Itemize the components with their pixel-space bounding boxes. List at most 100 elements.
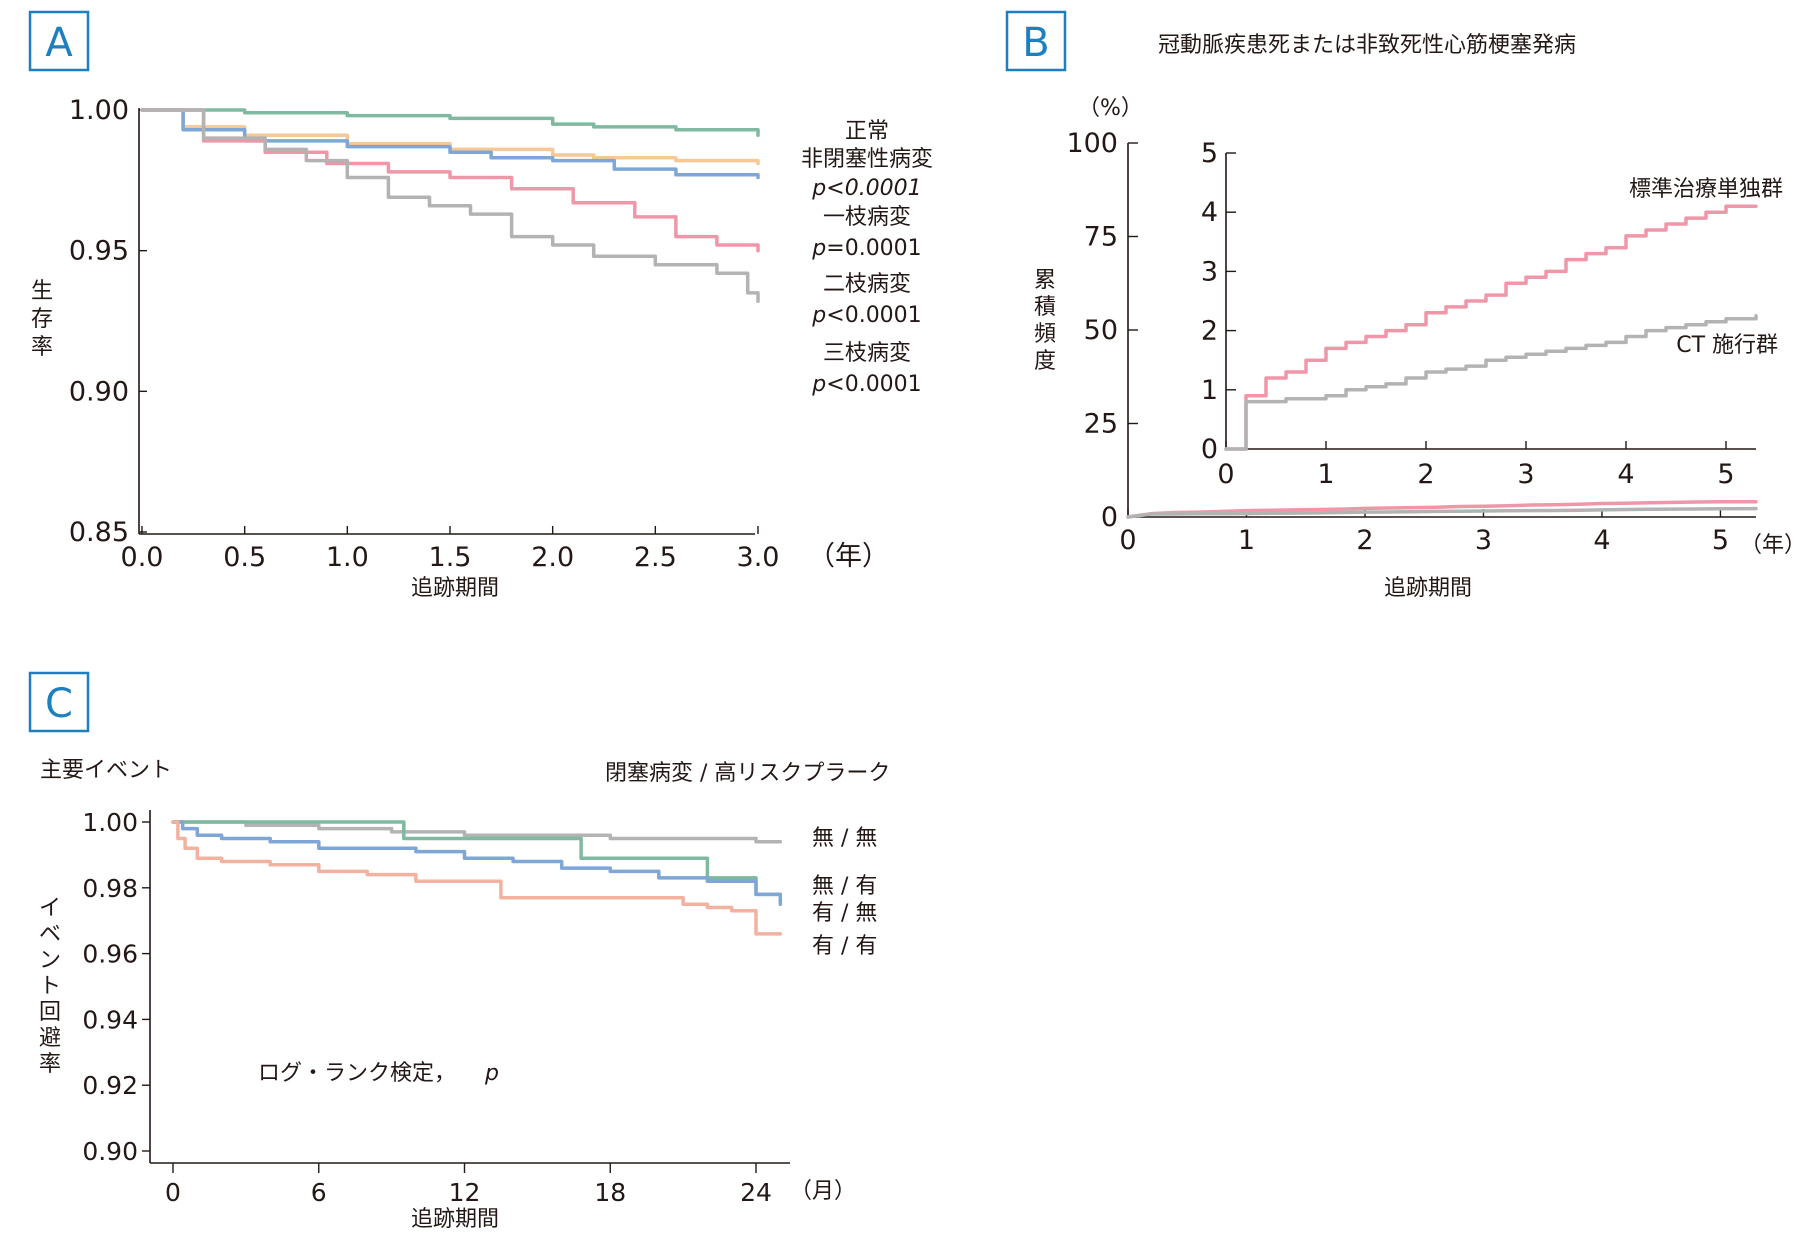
panel-a-group-4: 三枝病変 [823,341,911,366]
panel-c-ylabel-char: ト [39,974,61,999]
panel-a-group-2: 一枝病変 [823,205,911,230]
panel-c-x-unit: （月） [790,1179,856,1204]
panel-c-ylabel-char: 避 [39,1026,61,1051]
panel-c-letter: C [45,681,73,727]
panel-b-x-tick-label: 4 [1593,525,1610,556]
p-rest: =0.0001 [826,236,921,261]
panel-b-y-tick-label: 0 [1101,502,1118,533]
panel-c-y-tick-label: 1.00 [82,808,138,837]
panel-a-x-tick-label: 0.5 [223,542,266,573]
panel-b-xlabel: 追跡期間 [1384,576,1472,601]
panel-b: B 冠動脈疾患死または非致死性心筋梗塞発病 （%） 0 1 2 3 4 502550751… [1005,10,1801,601]
panel-c-title: 主要イベント [40,758,172,783]
panel-c-y-tick-label: 0.98 [82,874,138,903]
p-rest: <0.0001 [826,303,921,328]
panel-a-x-unit: （年） [808,541,889,572]
panel-a-badge [28,10,90,72]
panel-c-ylabel-char: ン [39,948,61,973]
panel-b-inset-y-tick-label: 0 [1201,434,1218,465]
panel-a-stat-1: p<0.0001 [811,176,921,201]
panel-b-badge [1005,10,1067,72]
panel-b-main-line-1 [1126,506,1758,519]
panel-c-y-tick-label: 0.96 [82,940,138,969]
panel-c-x-tick-label: 6 [311,1178,327,1207]
p-letter: p [484,1061,499,1086]
panel-b-x-unit: （年） [1740,533,1801,558]
panel-a-x-tick-label: 2.0 [531,542,574,573]
panel-b-inset-x-tick-label: 0 [1217,459,1234,490]
panel-b-y-unit: （%） [1078,96,1143,121]
panel-c-legend-title: 閉塞病変 / 高リスクプラーク [605,761,890,786]
panel-b-inset: 0 1 2 3 4 5 0 1 2 3 4 5 標準治療単独群 CT 施行群 [1201,138,1783,490]
panel-b-main-line-0 [1126,499,1758,519]
p-letter: p [811,303,826,328]
panel-c-x-tick-label: 18 [594,1178,626,1207]
panel-a-ylabel-char: 率 [31,335,53,360]
p-rest: <0.0001 [826,372,921,397]
panel-b-x-tick-label: 5 [1712,525,1729,556]
panel-a-series-line-0 [140,108,760,138]
panel-b-inset-x-tick-label: 5 [1717,459,1734,490]
panel-a-xlabel: 追跡期間 [411,576,499,601]
panel-a-stat-4: p<0.0001 [811,372,921,397]
panel-a-y-tick-label: 0.85 [69,517,129,548]
panel-b-inset-y-tick-label: 1 [1201,375,1218,406]
panel-c-legend-2: 有 / 無 [812,901,877,926]
panel-a-group-1: 非閉塞性病変 [801,147,933,172]
panel-c-legend-3: 有 / 有 [812,934,877,959]
panel-c-series-line-2 [171,820,783,907]
panel-a-x-tick-label: 2.5 [634,542,677,573]
panel-c-y-tick-label: 0.94 [82,1005,138,1034]
panel-b-x-tick-label: 3 [1475,525,1492,556]
panel-c: C 主要イベント 閉塞病変 / 高リスクプラーク 0 6 12 18 24 0.90 0.9… [28,671,890,1232]
panel-c-series-line-3 [171,820,783,936]
panel-b-inset-ticks: 0 1 2 3 4 5 0 1 2 3 4 5 [1201,138,1735,490]
panel-a-series [140,108,760,304]
p-letter: p [811,372,826,397]
p-letter: p [811,236,826,261]
panel-b-inset-line-1 [1224,314,1758,451]
panel-b-legend-standard: 標準治療単独群 [1629,177,1783,202]
panel-b-inset-x-tick-label: 1 [1317,459,1334,490]
panel-b-letter: B [1022,20,1049,66]
panel-c-ylabel-char: イ [39,896,61,921]
panel-b-inset-y-tick-label: 4 [1201,197,1218,228]
panel-a-group-0: 正常 [845,119,889,144]
panel-b-y-tick-label: 75 [1084,222,1118,253]
panel-c-ticks: 0 6 12 18 24 0.90 0.92 0.94 0.96 0.98 1.00 [82,808,772,1207]
panel-a-y-tick-label: 0.95 [69,236,129,267]
panel-a: A 0.0 0.5 1.0 1.5 2.0 2.5 3.00.850.900.951.00 … [28,10,933,601]
panel-a-series-line-4 [140,108,760,304]
panel-a-x-tick-label: 1.0 [326,542,369,573]
panel-b-ylabel-char: 度 [1034,349,1056,374]
panel-b-ylabel-char: 累 [1034,268,1056,293]
panel-b-inset-y-tick-label: 2 [1201,316,1218,347]
panel-a-x-tick-label: 1.5 [429,542,472,573]
panel-a-y-tick-label: 0.90 [69,376,129,407]
panel-c-legend-0: 無 / 無 [812,826,877,851]
panel-c-x-tick-label: 24 [740,1178,772,1207]
panel-b-y-tick-label: 100 [1066,128,1118,159]
panel-a-group-3: 二枝病変 [823,272,911,297]
panel-a-y-tick-label: 1.00 [69,95,129,126]
panel-a-series-line-2 [140,108,760,180]
panel-a-x-tick-label: 3.0 [737,542,780,573]
panel-b-inset-series [1224,204,1758,451]
panel-a-ticks: 0.0 0.5 1.0 1.5 2.0 2.5 3.0 0.85 0.90 0.95 1.00 [69,95,780,573]
panel-c-ylabel-char: 回 [39,1000,61,1025]
panel-b-inset-line-0 [1224,204,1758,451]
panel-a-letter: A [45,20,73,66]
panel-b-inset-y-tick-label: 3 [1201,256,1218,287]
panel-a-ylabel-char: 存 [31,307,53,332]
panel-b-legend-ct: CT 施行群 [1676,333,1778,358]
panel-b-main-series [1126,499,1758,519]
panel-c-x-tick-label: 0 [165,1178,181,1207]
panel-b-inset-x-tick-label: 2 [1417,459,1434,490]
panel-b-x-tick-label: 1 [1238,525,1255,556]
panel-b-ylabel-char: 積 [1034,295,1056,320]
panel-a-stat-2: p=0.0001 [811,236,921,261]
panel-b-x-tick-label: 0 [1119,525,1136,556]
panel-c-annotation: ログ・ランク検定， [258,1061,456,1086]
